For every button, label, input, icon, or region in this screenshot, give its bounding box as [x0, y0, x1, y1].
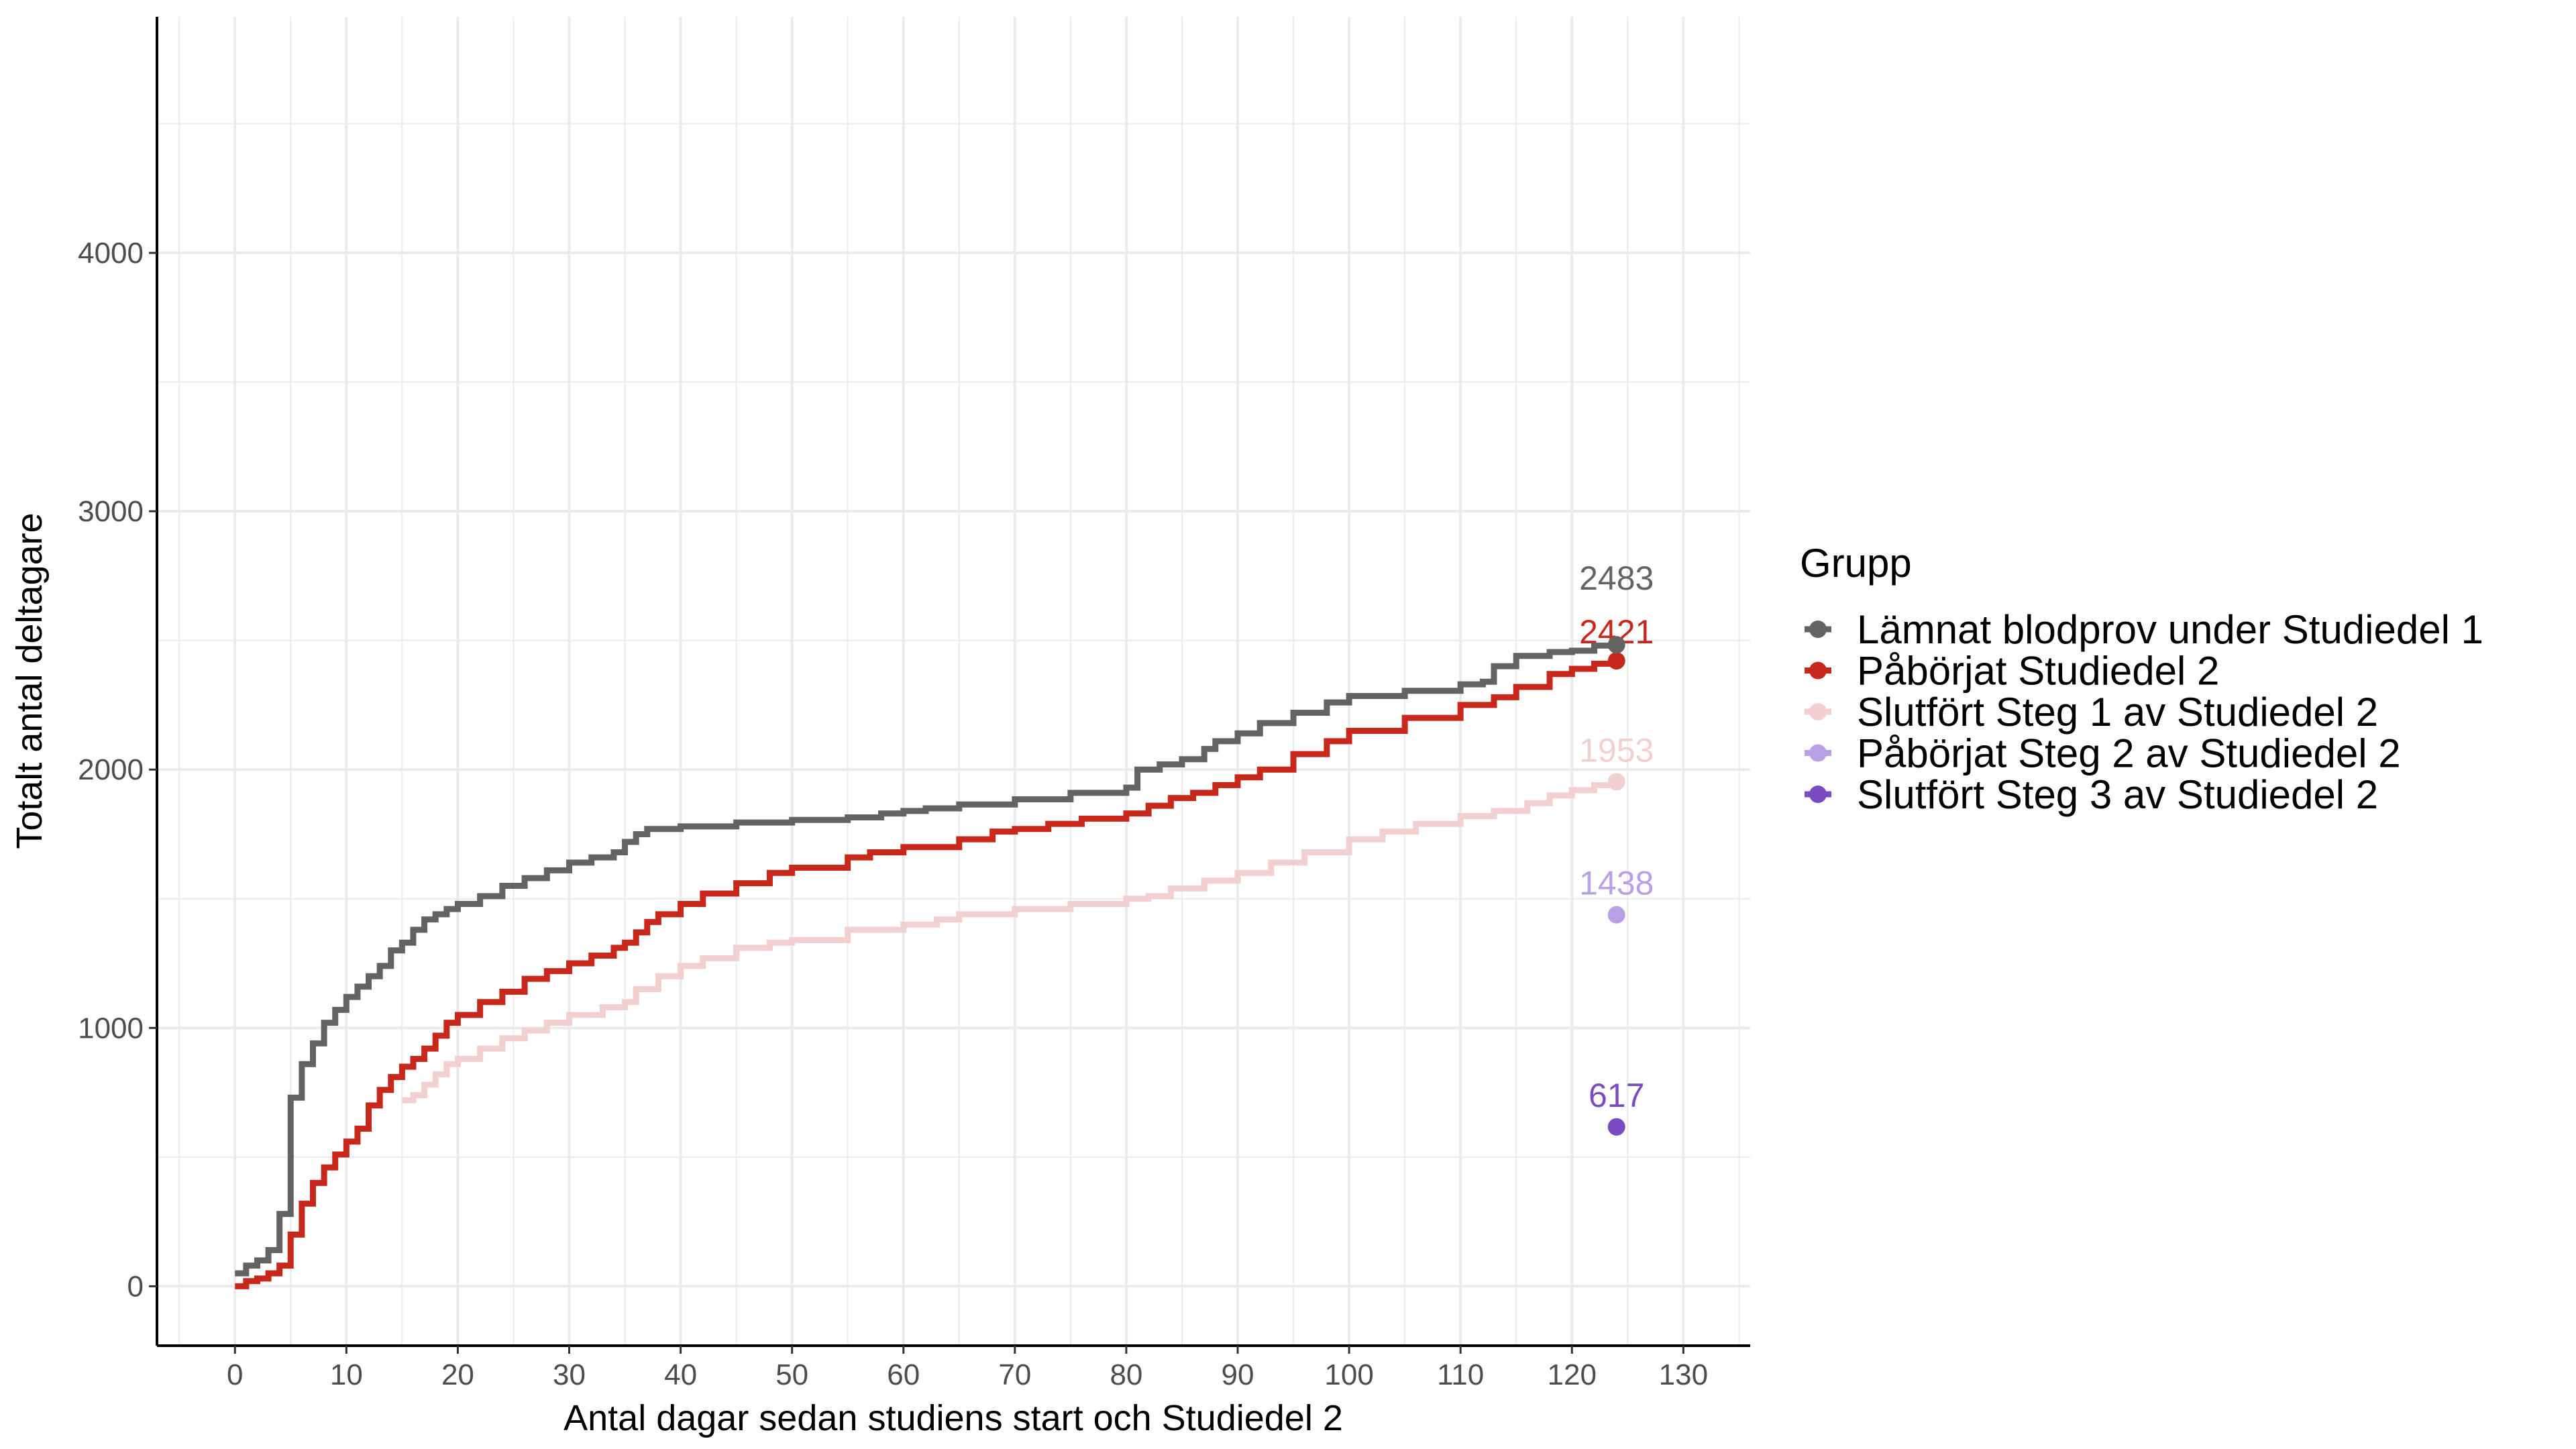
- y-tick-label: 1000: [78, 1012, 144, 1044]
- legend-item-label: Påbörjat Studiedel 2: [1857, 649, 2219, 694]
- x-tick-label: 30: [553, 1358, 586, 1391]
- end-label: 617: [1589, 1077, 1644, 1114]
- legend-key-point: [1809, 744, 1827, 762]
- y-tick-label: 3000: [78, 495, 144, 528]
- x-tick-label: 70: [998, 1358, 1031, 1391]
- grid: [157, 17, 1750, 1346]
- legend-item-label: Påbörjat Steg 2 av Studiedel 2: [1857, 731, 2401, 776]
- end-point: [1607, 773, 1625, 791]
- y-tick-label: 4000: [78, 237, 144, 270]
- ticks: 0 10 20 30 40 50 60 70 80 90 100 110 120 130 0 1000 2000…: [78, 237, 1708, 1391]
- x-tick-label: 10: [330, 1358, 363, 1391]
- x-tick-label: 20: [441, 1358, 474, 1391]
- legend-title: Grupp: [1800, 541, 1912, 586]
- legend: Grupp Lämnat blodprov under Studiedel 1P…: [1800, 541, 2483, 817]
- x-tick-label: 50: [775, 1358, 808, 1391]
- x-axis-title: Antal dagar sedan studiens start och Stu…: [564, 1398, 1343, 1438]
- end-point: [1607, 636, 1625, 654]
- x-tick-label: 40: [664, 1358, 697, 1391]
- end-point: [1607, 906, 1625, 924]
- y-axis-title: Totalt antal deltagare: [9, 513, 50, 849]
- end-label: 1438: [1579, 865, 1654, 902]
- legend-item-label: Slutfört Steg 3 av Studiedel 2: [1857, 772, 2378, 817]
- series-line: [235, 642, 1620, 1277]
- end-point: [1607, 652, 1625, 670]
- legend-key-point: [1809, 661, 1827, 680]
- legend-key-point: [1809, 703, 1827, 720]
- end-point: [1607, 1118, 1625, 1136]
- x-tick-label: 80: [1110, 1358, 1142, 1391]
- x-tick-label: 130: [1659, 1358, 1708, 1391]
- end-label: 1953: [1579, 731, 1654, 769]
- y-tick-label: 0: [127, 1270, 144, 1303]
- x-tick-label: 100: [1324, 1358, 1373, 1391]
- x-tick-label: 120: [1548, 1358, 1597, 1391]
- end-label: 2483: [1579, 559, 1654, 597]
- x-tick-label: 0: [227, 1358, 243, 1391]
- x-tick-label: 60: [887, 1358, 920, 1391]
- x-tick-label: 110: [1437, 1358, 1484, 1391]
- legend-key-point: [1809, 621, 1827, 638]
- series-line: [235, 660, 1620, 1289]
- legend-item-label: Lämnat blodprov under Studiedel 1: [1857, 607, 2483, 652]
- series-line: [402, 782, 1620, 1104]
- x-tick-label: 90: [1222, 1358, 1254, 1391]
- y-tick-label: 2000: [78, 753, 144, 786]
- legend-item-label: Slutfört Steg 1 av Studiedel 2: [1857, 690, 2378, 735]
- legend-key-point: [1809, 786, 1827, 803]
